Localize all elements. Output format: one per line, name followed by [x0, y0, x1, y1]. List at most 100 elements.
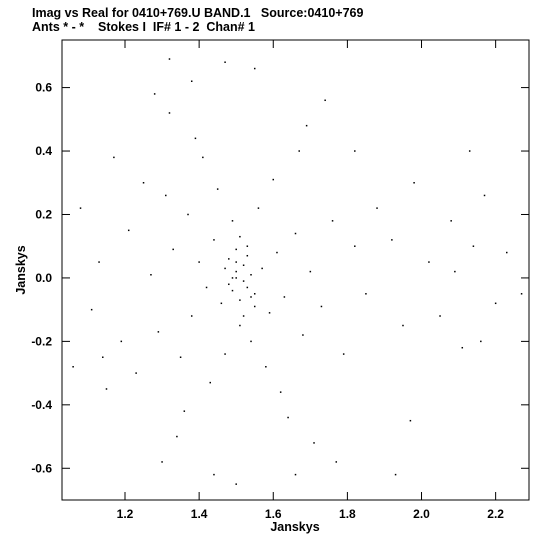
- x-axis-label: Janskys: [270, 520, 319, 534]
- data-point: [272, 178, 275, 181]
- data-point: [335, 461, 338, 463]
- data-point: [213, 473, 215, 476]
- data-point: [235, 277, 237, 279]
- data-point: [113, 156, 115, 159]
- data-point: [246, 254, 249, 257]
- data-point: [468, 150, 471, 152]
- chart-title: Imag vs Real for 0410+769.U BAND.1 Sourc…: [32, 6, 364, 20]
- x-tick-label: 2.2: [487, 507, 504, 521]
- data-point: [153, 93, 156, 95]
- chart-subtitle: Ants * - * Stokes I IF# 1 - 2 Chan# 1: [32, 20, 255, 34]
- data-point: [194, 137, 197, 140]
- data-point: [216, 188, 219, 190]
- data-point: [246, 245, 249, 247]
- data-point: [250, 296, 252, 298]
- data-point: [224, 267, 226, 270]
- data-point: [342, 353, 345, 355]
- data-point: [239, 324, 241, 327]
- data-point: [276, 251, 278, 254]
- data-point: [90, 308, 93, 311]
- x-tick-label: 1.6: [265, 507, 282, 521]
- data-point: [150, 274, 152, 276]
- y-tick-label: -0.4: [31, 398, 52, 412]
- data-point: [283, 296, 286, 298]
- x-tick-label: 1.4: [191, 507, 208, 521]
- data-point: [506, 251, 508, 254]
- data-point: [205, 286, 208, 289]
- data-point: [265, 366, 267, 368]
- data-point: [253, 67, 256, 70]
- x-tick-label: 1.8: [339, 507, 356, 521]
- data-point: [305, 124, 308, 127]
- data-point: [454, 270, 456, 273]
- data-point: [394, 473, 397, 476]
- data-point: [246, 286, 249, 289]
- y-tick-label: 0.2: [35, 207, 52, 221]
- data-point: [279, 391, 282, 393]
- x-tick-label: 2.0: [413, 507, 430, 521]
- data-point: [257, 207, 260, 209]
- data-point: [183, 410, 186, 412]
- data-point: [302, 334, 304, 336]
- data-point: [376, 207, 378, 209]
- data-point: [213, 239, 215, 241]
- data-point: [480, 340, 482, 343]
- data-point: [313, 442, 315, 444]
- data-point: [179, 356, 182, 358]
- data-point: [228, 258, 230, 260]
- data-point: [235, 261, 237, 263]
- data-point: [231, 220, 234, 222]
- data-point: [224, 61, 226, 63]
- data-point: [105, 388, 108, 390]
- data-point: [157, 331, 160, 333]
- data-point: [165, 194, 167, 197]
- y-tick-label: 0.4: [35, 144, 52, 158]
- x-tick-label: 1.2: [117, 507, 134, 521]
- data-point: [202, 156, 204, 159]
- data-point: [231, 277, 234, 279]
- data-point: [168, 58, 171, 60]
- data-point: [176, 435, 178, 438]
- data-point: [127, 229, 130, 232]
- data-point: [409, 419, 412, 422]
- data-point: [331, 220, 334, 222]
- data-point: [242, 315, 245, 317]
- data-point: [250, 340, 252, 343]
- data-point: [228, 283, 230, 286]
- data-point: [294, 232, 297, 235]
- y-tick-label: 0.6: [35, 81, 52, 95]
- data-point: [261, 267, 263, 270]
- data-point: [309, 270, 312, 273]
- data-point: [161, 461, 163, 463]
- data-point: [187, 213, 189, 216]
- data-points: [72, 58, 523, 485]
- data-point: [520, 293, 523, 295]
- data-point: [391, 239, 393, 241]
- data-point: [298, 150, 300, 152]
- data-point: [253, 305, 256, 308]
- data-point: [168, 112, 171, 114]
- data-point: [239, 299, 241, 301]
- data-point: [209, 381, 211, 384]
- y-tick-label: 0.0: [35, 271, 52, 285]
- data-point: [320, 305, 323, 308]
- data-point: [354, 150, 356, 152]
- data-point: [472, 245, 475, 247]
- data-point: [287, 416, 289, 419]
- data-point: [253, 293, 256, 295]
- data-point: [242, 280, 245, 282]
- data-point: [239, 235, 241, 238]
- data-point: [428, 261, 430, 263]
- data-point: [172, 248, 174, 251]
- y-axis-label: Janskys: [14, 245, 28, 294]
- data-point: [242, 264, 245, 266]
- data-point: [324, 99, 326, 102]
- data-point: [461, 346, 464, 349]
- y-tick-label: -0.2: [31, 334, 52, 348]
- data-point: [231, 289, 234, 292]
- data-point: [120, 340, 123, 343]
- data-point: [98, 261, 100, 263]
- data-point: [483, 194, 486, 197]
- data-point: [190, 80, 193, 82]
